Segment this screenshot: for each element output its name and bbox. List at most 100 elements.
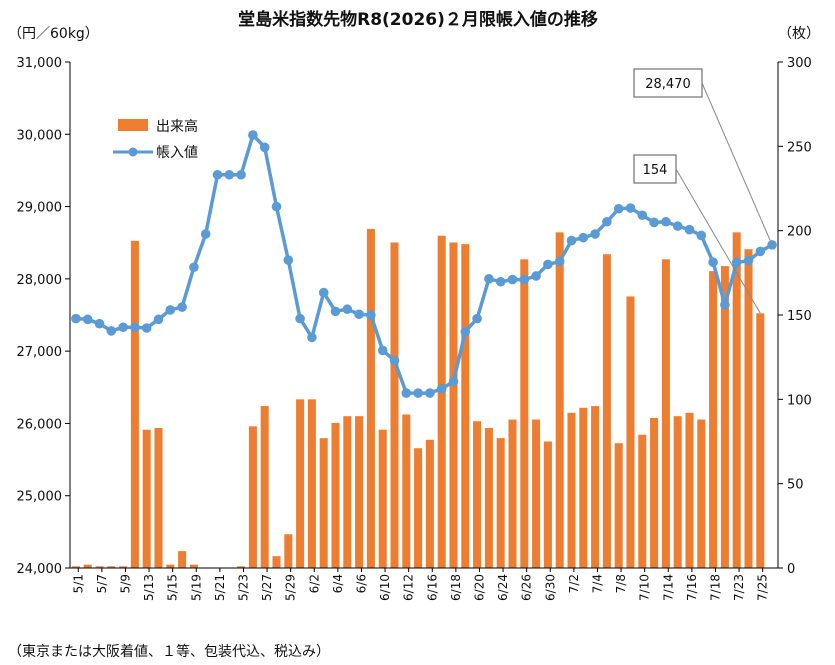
price-point (649, 217, 659, 228)
left-tick-label: 31,000 (17, 56, 63, 71)
x-tick-label: 5/9 (119, 574, 133, 593)
left-tick-label: 30,000 (17, 128, 63, 143)
price-point (625, 203, 636, 213)
volume-bar (319, 438, 328, 568)
price-point (248, 130, 258, 140)
x-tick-label: 5/21 (213, 574, 227, 601)
volume-bar (638, 434, 647, 568)
price-point (578, 232, 589, 243)
price-point (366, 310, 376, 320)
footnote: （東京または大阪着値、１等、包装代込、税込み） (8, 643, 330, 660)
price-point (71, 313, 81, 324)
callout-volume-leader (675, 168, 761, 314)
volume-bar (402, 414, 411, 568)
price-point (637, 210, 648, 221)
volume-bar (248, 426, 257, 568)
right-tick-label: 100 (787, 393, 812, 408)
callout-price-box (633, 68, 703, 98)
price-point (731, 257, 742, 268)
price-point (189, 262, 199, 273)
volume-bar (484, 428, 493, 568)
x-tick-label: 6/4 (331, 574, 345, 593)
x-tick-label: 7/25 (756, 574, 770, 601)
volume-bar (142, 429, 151, 568)
x-tick-label: 6/24 (496, 574, 510, 601)
x-tick-label: 7/10 (638, 574, 652, 601)
price-point (743, 255, 754, 266)
price-point (224, 169, 235, 180)
volume-bar (720, 266, 729, 568)
right-tick-label: 200 (787, 225, 812, 240)
volume-bar (414, 448, 423, 568)
volume-bar (378, 429, 387, 568)
volume-bar (579, 407, 588, 568)
volume-bar (331, 422, 340, 568)
price-point (200, 229, 211, 239)
right-tick-label: 250 (787, 140, 812, 155)
volume-bar (532, 419, 541, 568)
price-point (519, 274, 530, 285)
price-point (543, 259, 553, 270)
price-point (153, 314, 164, 325)
volume-bar (756, 313, 765, 568)
price-point (212, 169, 223, 180)
x-tick-label: 7/18 (709, 574, 723, 601)
volume-bar (71, 566, 80, 568)
volume-bar (449, 242, 458, 568)
left-tick-label: 27,000 (17, 345, 63, 360)
price-point (177, 302, 187, 312)
price-point (94, 318, 105, 329)
price-point (259, 142, 270, 153)
legend-marker-price (128, 147, 138, 157)
x-axis-ticks: 5/1 5/7 5/9 5/13 5/15 5/19 5/21 5/23 5/27 5/29 6/2… (71, 568, 770, 601)
x-tick-label: 6/12 (402, 574, 416, 601)
price-point (330, 306, 341, 317)
volume-bar (355, 416, 364, 568)
price-point (684, 224, 695, 235)
price-point (165, 305, 176, 315)
volume-bar (166, 564, 175, 568)
price-point (460, 326, 471, 337)
x-tick-label: 6/10 (378, 574, 392, 601)
left-tick-label: 25,000 (17, 490, 63, 505)
left-tick-label: 28,000 (17, 273, 63, 288)
price-point (720, 300, 730, 310)
price-point (295, 313, 305, 324)
legend-box (107, 108, 219, 168)
x-tick-label: 5/1 (71, 574, 85, 593)
legend: 出来高 帳入値 (107, 108, 219, 168)
x-tick-label: 7/16 (685, 574, 699, 601)
callout-volume-box (633, 154, 677, 184)
price-point (82, 314, 93, 325)
x-tick-label: 7/14 (661, 574, 675, 601)
legend-label-price: 帳入値 (156, 145, 198, 161)
x-tick-label: 7/23 (732, 574, 746, 601)
volume-bar (296, 399, 305, 568)
volume-bar (390, 242, 399, 568)
volume-bar (520, 259, 529, 568)
volume-bar (425, 439, 434, 568)
volume-bar (461, 244, 470, 568)
volume-bar (555, 232, 564, 568)
price-point (389, 355, 400, 366)
volume-bar (119, 566, 128, 568)
price-point (236, 169, 246, 180)
x-tick-label: 6/30 (543, 574, 557, 601)
chart-title: 堂島米指数先物R8(2026)２月限帳入値の推移 (238, 9, 598, 30)
callout-volume-label: 154 (643, 163, 668, 178)
volume-bar (650, 417, 659, 568)
price-point (448, 376, 459, 387)
price-point (554, 256, 565, 267)
price-point (413, 388, 423, 398)
volume-bar (189, 564, 198, 568)
volume-bar (732, 232, 741, 568)
volume-bar (508, 419, 517, 568)
volume-bar (437, 235, 446, 568)
right-tick-label: 300 (787, 56, 812, 71)
price-point (130, 322, 140, 333)
price-point (602, 216, 612, 227)
x-tick-label: 5/13 (142, 574, 156, 601)
volume-bar (567, 412, 576, 568)
volume-bar (685, 412, 694, 568)
